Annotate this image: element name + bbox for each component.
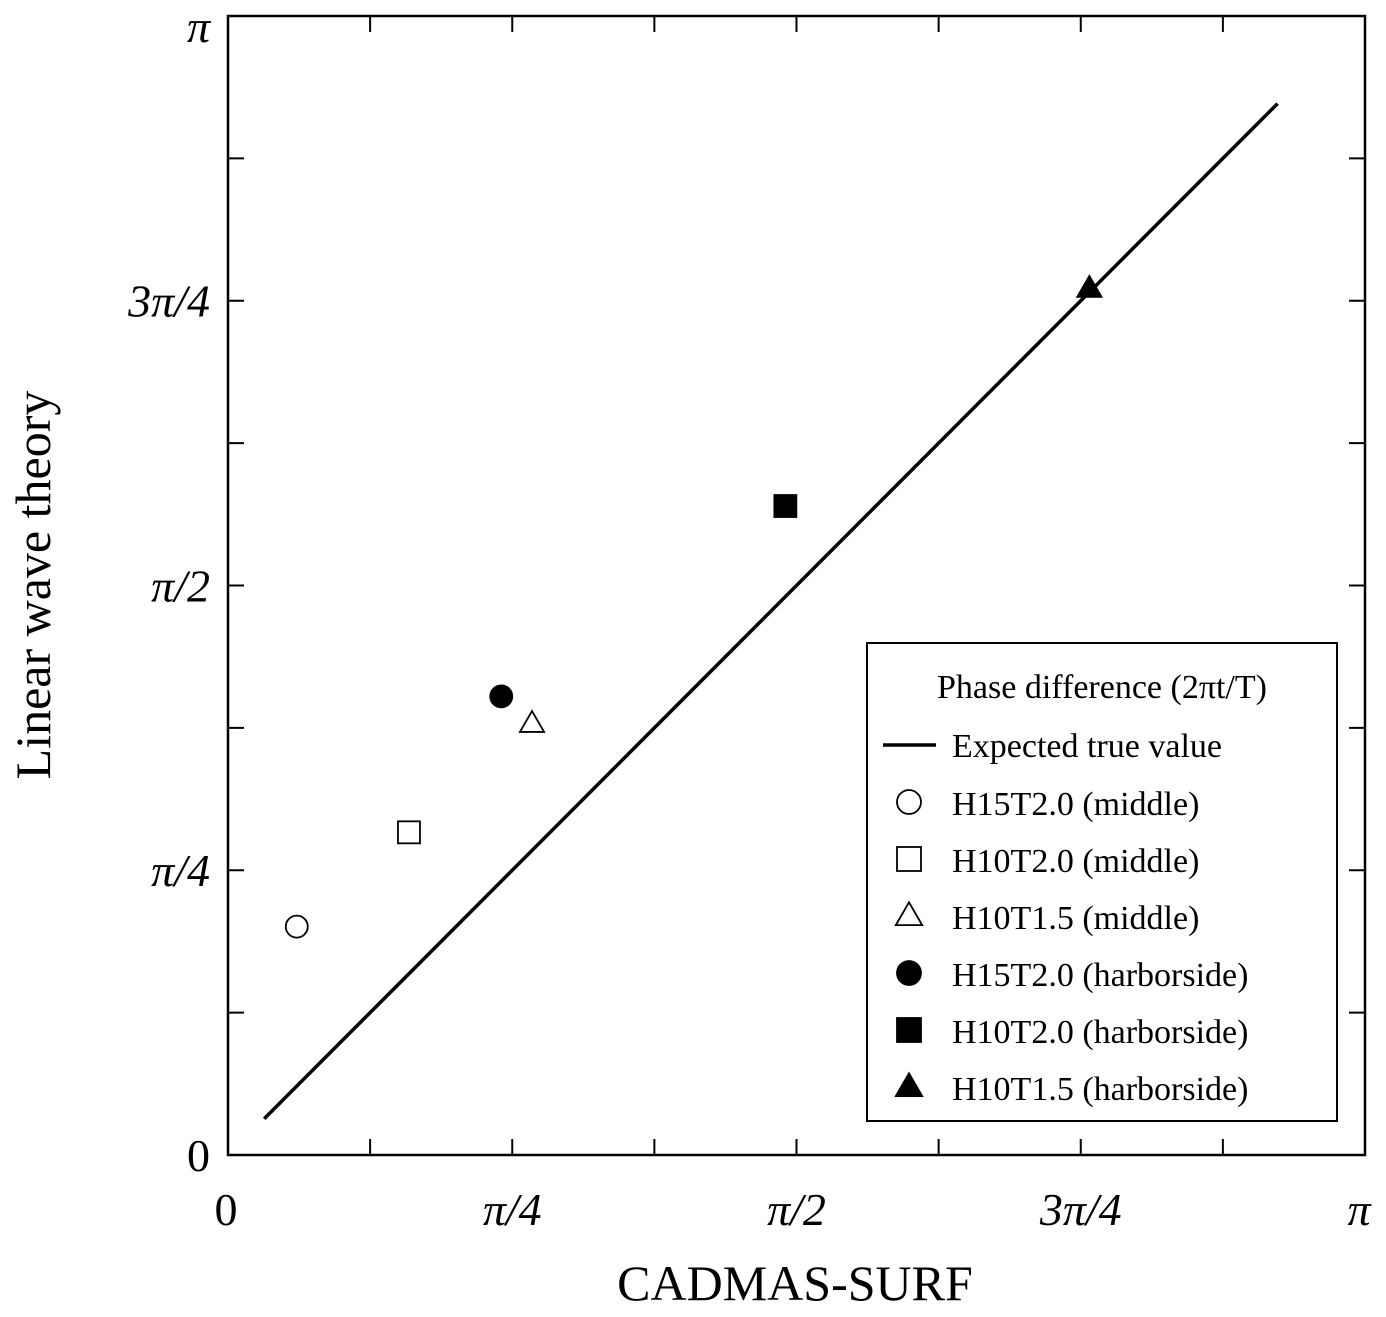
- y-tick-label: π/2: [151, 560, 210, 611]
- x-tick-label: 3π/4: [1039, 1184, 1122, 1235]
- legend-entry-label: H10T2.0 (harborside): [952, 1014, 1248, 1051]
- legend-title: Phase difference (2πt/T): [937, 669, 1267, 706]
- data-point: [1075, 274, 1104, 298]
- x-tick-labels: 0 π/4 π/2 3π/4 π: [215, 1184, 1373, 1235]
- y-tick-label: 0: [187, 1130, 210, 1181]
- x-tick-label: π: [1347, 1184, 1372, 1235]
- legend-box: [866, 642, 1338, 1122]
- data-point: [397, 820, 421, 845]
- plot-frame: [226, 14, 1367, 1157]
- y-tick-label: 3π/4: [127, 276, 210, 327]
- y-tick-labels: 0 π/4 π/2 3π/4 π: [127, 1, 212, 1181]
- legend-marker: [896, 789, 922, 815]
- reference-line: [262, 102, 1279, 1120]
- legend-marker: [896, 960, 922, 986]
- x-tick-label: π/2: [767, 1184, 826, 1235]
- ticks: [228, 16, 1365, 1155]
- y-tick-label: π/4: [151, 845, 210, 896]
- data-point: [518, 709, 546, 733]
- x-tick-label: π/4: [483, 1184, 542, 1235]
- legend-marker: [896, 1017, 922, 1043]
- legend-marker: [896, 846, 922, 872]
- data-point: [284, 914, 309, 939]
- legend-entry-label: H15T2.0 (harborside): [952, 957, 1248, 994]
- x-axis-title: CADMAS-SURF: [617, 1255, 973, 1311]
- legend-entry-label: H10T1.5 (middle): [952, 900, 1199, 937]
- legend-entry-label: H10T2.0 (middle): [952, 843, 1199, 880]
- y-axis-title: Linear wave theory: [5, 391, 61, 780]
- data-points: [284, 274, 1104, 939]
- x-tick-label: 0: [215, 1184, 238, 1235]
- legend: Phase difference (2πt/T) Expected true v…: [866, 642, 1338, 1122]
- legend-marker: [894, 1071, 924, 1098]
- data-point: [773, 494, 798, 518]
- y-tick-label: π: [187, 1, 212, 52]
- legend-entry-label: H15T2.0 (middle): [952, 786, 1199, 823]
- legend-entry-label: H10T1.5 (harborside): [952, 1071, 1248, 1108]
- legend-marker: [894, 900, 924, 927]
- data-point: [489, 684, 514, 709]
- legend-entry-reference: Expected true value: [952, 728, 1222, 765]
- legend-series-entries: H15T2.0 (middle) H10T2.0 (middle) H10T1.5 …: [894, 786, 1248, 1108]
